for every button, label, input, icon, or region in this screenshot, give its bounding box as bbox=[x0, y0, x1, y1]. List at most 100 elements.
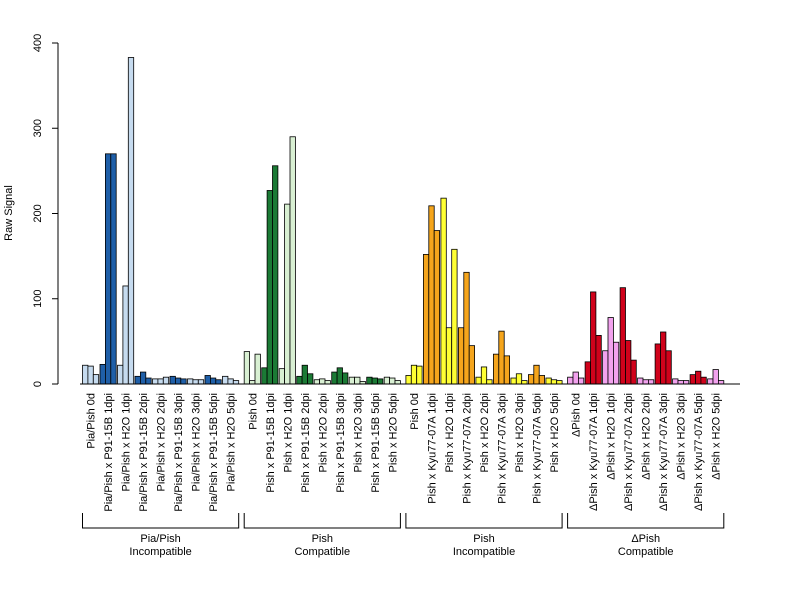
x-tick-label: Pish x Kyu77-07A 5dpi bbox=[532, 393, 544, 504]
x-tick-label: Pish x P91-15B 3dpi bbox=[335, 393, 347, 493]
bar bbox=[249, 380, 256, 385]
bar bbox=[371, 377, 378, 385]
bar bbox=[105, 153, 112, 385]
bar bbox=[377, 378, 384, 385]
x-tick-label: Pish x H2O 5dpi bbox=[387, 393, 399, 472]
bar bbox=[301, 364, 308, 385]
group-bracket bbox=[405, 513, 563, 529]
bars bbox=[82, 57, 725, 385]
bar bbox=[637, 377, 644, 385]
group-bracket bbox=[243, 513, 401, 529]
bar bbox=[475, 376, 482, 385]
group-label-line2: Compatible bbox=[618, 546, 674, 558]
bar bbox=[87, 365, 94, 385]
bar bbox=[463, 271, 470, 385]
bar bbox=[642, 379, 649, 385]
y-tick-label: 400 bbox=[32, 34, 44, 52]
x-tick-label: ΔPish x Kyu77-07A 5dpi bbox=[693, 393, 705, 511]
bar bbox=[319, 378, 326, 385]
group-label-line2: Compatible bbox=[294, 546, 350, 558]
bar bbox=[451, 248, 458, 385]
x-tick-label: Pish x P91-15B 1dpi bbox=[265, 393, 277, 493]
bar bbox=[648, 379, 655, 385]
group-label-line1: Pish bbox=[312, 533, 333, 545]
bar bbox=[700, 376, 707, 385]
bar bbox=[152, 378, 159, 385]
bar bbox=[607, 317, 614, 385]
bar bbox=[162, 376, 170, 385]
x-tick-label: ΔPish x H2O 2dpi bbox=[641, 393, 653, 480]
bar bbox=[204, 375, 211, 385]
bar bbox=[99, 363, 106, 385]
x-tick-label: Pish x H2O 3dpi bbox=[514, 393, 526, 472]
bar bbox=[468, 345, 476, 385]
bar bbox=[354, 376, 361, 385]
bar bbox=[254, 353, 261, 385]
bar bbox=[284, 203, 291, 385]
bar bbox=[433, 230, 441, 385]
bar bbox=[336, 367, 343, 385]
bar bbox=[538, 375, 546, 385]
bar bbox=[677, 380, 684, 385]
bar bbox=[480, 366, 488, 385]
group-brackets: Pia/PishIncompatiblePishCompatiblePishIn… bbox=[82, 513, 725, 558]
bar bbox=[232, 380, 240, 385]
group-label-line1: Pish bbox=[473, 533, 494, 545]
bar bbox=[683, 380, 690, 385]
bar bbox=[440, 197, 447, 385]
y-tick-label: 0 bbox=[32, 381, 44, 387]
bar bbox=[227, 378, 234, 385]
bar bbox=[619, 287, 626, 385]
bar bbox=[174, 377, 182, 385]
bar bbox=[110, 153, 117, 385]
x-tick-label: ΔPish x Kyu77-07A 2dpi bbox=[623, 393, 635, 511]
bar bbox=[348, 376, 356, 385]
bar bbox=[486, 379, 493, 385]
group-label-line1: ΔPish bbox=[631, 533, 660, 545]
x-tick-label: Pish x H2O 5dpi bbox=[549, 393, 561, 472]
y-axis: 0 100 200 300 400 bbox=[32, 34, 59, 387]
x-tick-label: ΔPish x H2O 3dpi bbox=[676, 393, 688, 480]
bar bbox=[134, 375, 141, 385]
bar bbox=[422, 254, 430, 385]
bar bbox=[630, 359, 637, 385]
x-tick-label: Pia/Pish x P91-15B 5dpi bbox=[208, 393, 220, 512]
bar bbox=[602, 350, 609, 385]
bar bbox=[92, 374, 100, 385]
group-bracket bbox=[567, 513, 725, 529]
bar bbox=[139, 371, 147, 385]
bar bbox=[342, 372, 349, 385]
bar bbox=[695, 370, 702, 385]
bar bbox=[528, 374, 535, 385]
bar bbox=[515, 373, 523, 385]
y-tick-label: 100 bbox=[32, 290, 44, 308]
x-tick-label: Pish x Kyu77-07A 3dpi bbox=[497, 393, 509, 504]
bar bbox=[197, 379, 205, 385]
bar bbox=[289, 136, 296, 385]
group-label-line1: Pia/Pish bbox=[140, 533, 180, 545]
bar bbox=[572, 371, 579, 385]
bar bbox=[613, 341, 620, 385]
bar bbox=[307, 373, 314, 385]
bar bbox=[445, 327, 453, 385]
bar bbox=[272, 165, 279, 385]
bar bbox=[665, 350, 672, 385]
bar bbox=[169, 375, 176, 385]
x-tick-label: Pia/Pish x H2O 3dpi bbox=[191, 393, 203, 491]
bar bbox=[331, 371, 338, 385]
y-axis-title: Raw Signal bbox=[3, 185, 15, 241]
bar bbox=[145, 377, 152, 385]
y-tick-label: 200 bbox=[32, 204, 44, 222]
bar bbox=[122, 285, 129, 385]
bar bbox=[590, 291, 597, 385]
bar bbox=[296, 375, 303, 385]
x-tick-label: Pish x P91-15B 5dpi bbox=[370, 393, 382, 493]
bar bbox=[550, 379, 558, 385]
bar bbox=[654, 343, 661, 385]
x-tick-label: Pia/Pish x H2O 1dpi bbox=[121, 393, 133, 491]
x-tick-label: Pish x H2O 1dpi bbox=[282, 393, 294, 472]
bar bbox=[324, 380, 331, 385]
bar bbox=[498, 330, 505, 385]
bar bbox=[595, 335, 602, 385]
x-tick-label: Pish x P91-15B 2dpi bbox=[300, 393, 312, 493]
